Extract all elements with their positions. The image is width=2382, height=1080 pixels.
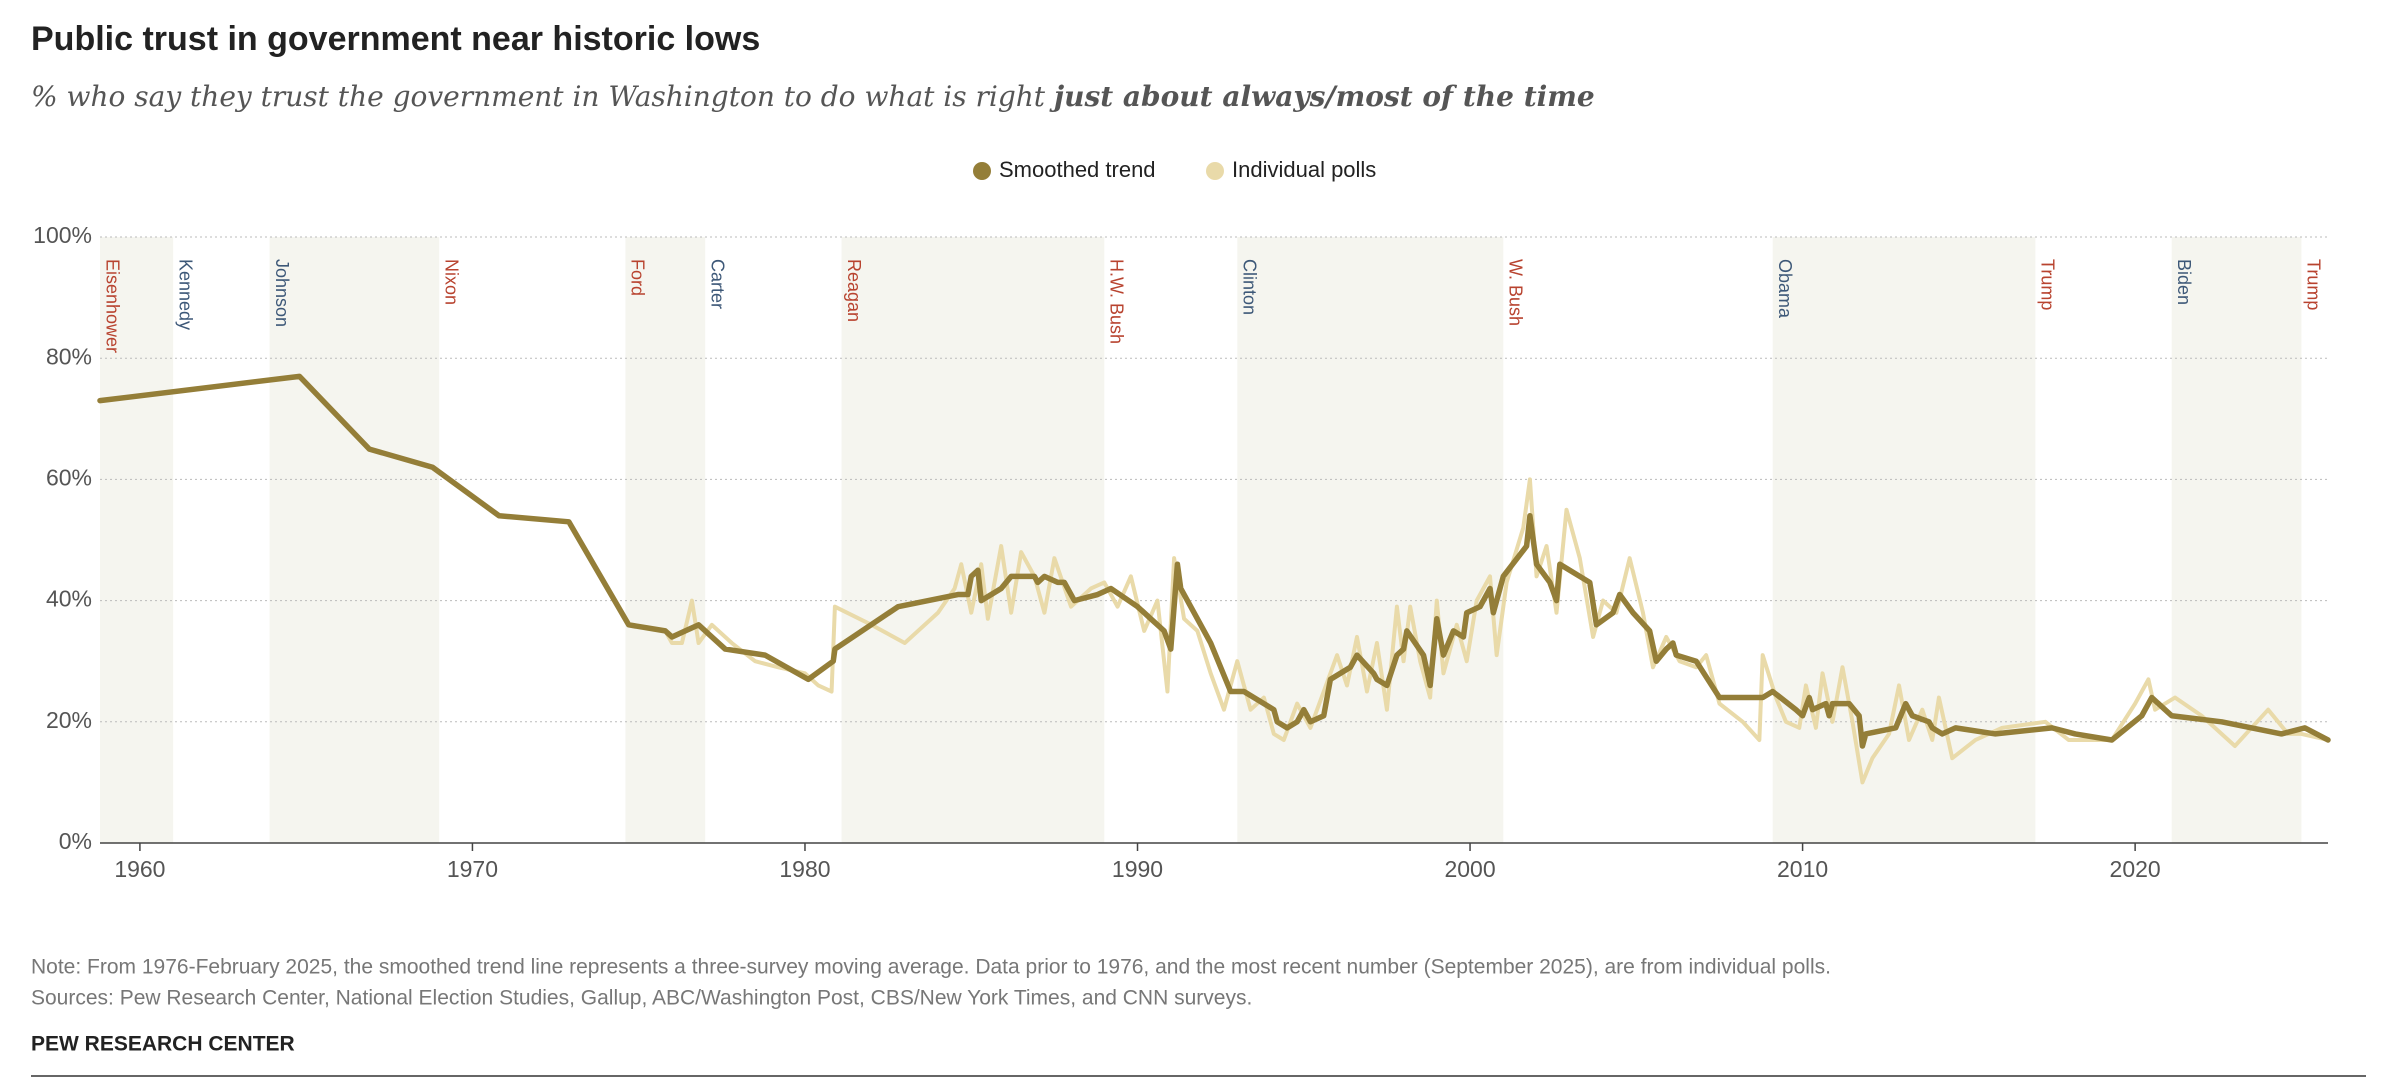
president-label: Carter <box>707 259 727 309</box>
president-label: Johnson <box>272 259 292 327</box>
legend-swatch <box>1206 162 1224 180</box>
plot-area: Eisenhower Kennedy Johnson Nixon Ford Carter R… <box>33 222 2331 882</box>
y-tick-label: 60% <box>46 464 92 490</box>
legend-swatch <box>973 162 991 180</box>
president-label: Biden <box>2174 259 2194 305</box>
president-label: Clinton <box>1240 259 1260 315</box>
term-band <box>2171 237 2302 843</box>
y-tick-label: 80% <box>46 343 92 369</box>
president-label: Ford <box>628 259 648 296</box>
subtitle-text: % who say they trust the government in W… <box>31 80 1054 113</box>
president-label: Kennedy <box>175 259 195 330</box>
president-label: Eisenhower <box>102 259 122 353</box>
source: Sources: Pew Research Center, National E… <box>31 987 1252 1010</box>
subtitle-emphasis: just about always/most of the time <box>1049 80 1595 113</box>
x-tick-label: 1980 <box>779 856 830 882</box>
chart-subtitle: % who say they trust the government in W… <box>31 80 1595 113</box>
x-tick-label: 1970 <box>447 856 498 882</box>
president-label: W. Bush <box>1506 259 1526 326</box>
note: Note: From 1976-February 2025, the smoot… <box>31 956 1831 979</box>
president-label: Reagan <box>844 259 864 322</box>
president-label: H.W. Bush <box>1107 259 1127 344</box>
chart-title: Public trust in government near historic… <box>31 20 760 58</box>
x-tick-label: 2010 <box>1777 856 1828 882</box>
term-band <box>1237 237 1504 843</box>
y-tick-label: 40% <box>46 586 92 612</box>
legend-label: Individual polls <box>1232 157 1376 182</box>
series-line <box>98 374 2330 785</box>
x-tick-label: 2020 <box>2110 856 2161 882</box>
x-tick-label: 1990 <box>1112 856 1163 882</box>
president-label: Trump <box>2304 259 2324 310</box>
term-band <box>100 237 174 843</box>
x-tick-label: 2000 <box>1444 856 1495 882</box>
series-line <box>97 373 2331 749</box>
president-label: Trump <box>2038 259 2058 310</box>
term-band <box>1772 237 2036 843</box>
term-band <box>269 237 440 843</box>
president-label: Obama <box>1775 259 1795 319</box>
legend-label: Smoothed trend <box>999 157 1156 182</box>
term-band <box>625 237 706 843</box>
president-label: Nixon <box>441 259 461 305</box>
credit: PEW RESEARCH CENTER <box>31 1033 295 1056</box>
x-tick-label: 1960 <box>114 856 165 882</box>
y-tick-label: 100% <box>33 222 92 248</box>
y-tick-label: 0% <box>59 828 92 854</box>
y-tick-label: 20% <box>46 707 92 733</box>
term-band <box>841 237 1105 843</box>
